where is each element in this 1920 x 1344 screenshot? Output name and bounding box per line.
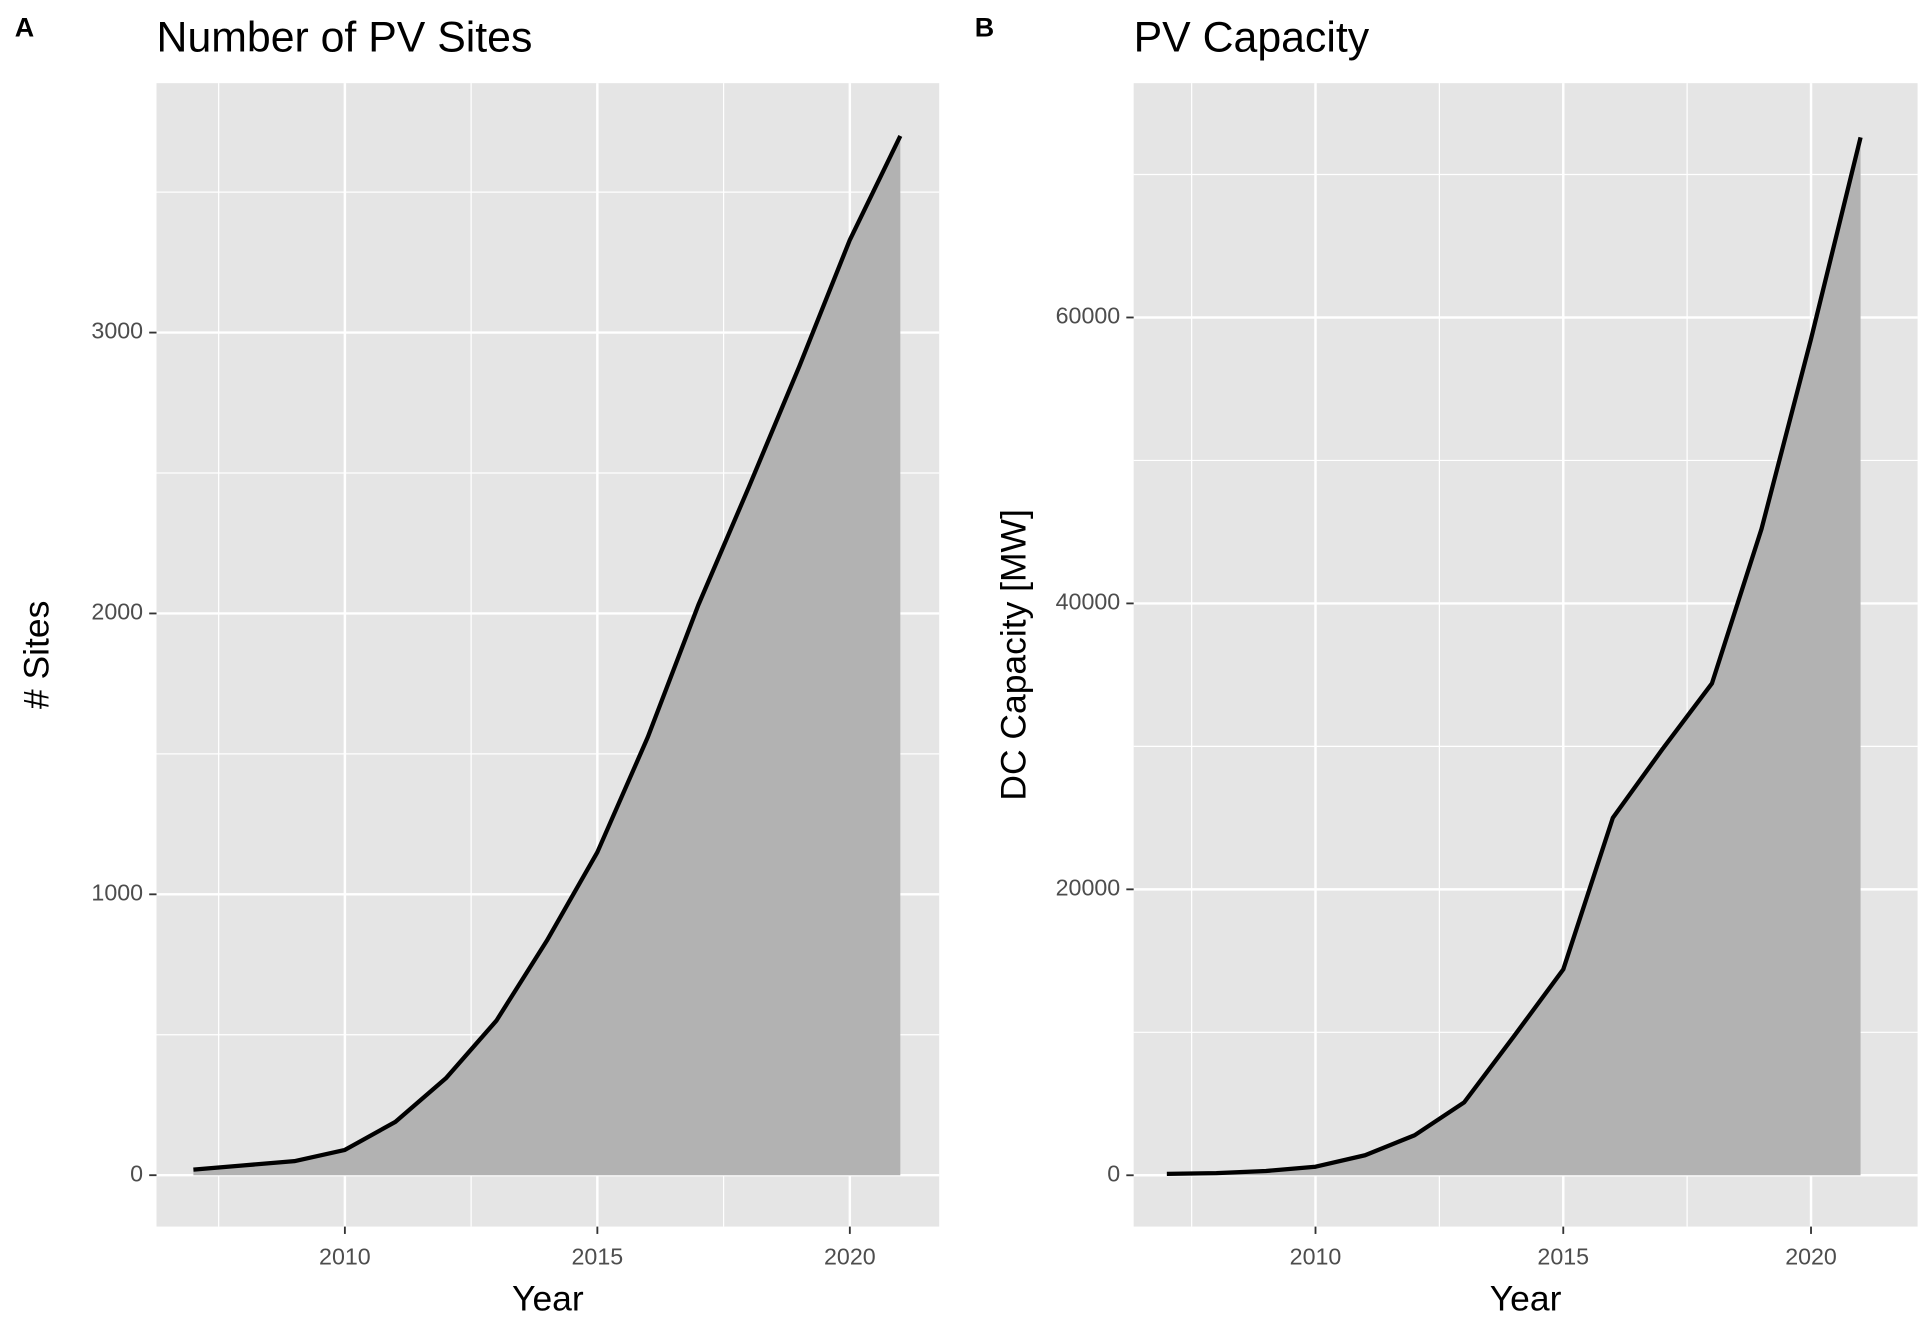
y-tick-label: 0: [130, 1160, 143, 1186]
chart-title: Number of PV Sites: [157, 14, 533, 62]
y-axis-title: # Sites: [16, 601, 56, 709]
panel-label: B: [975, 12, 994, 42]
x-tick-label: 2015: [572, 1244, 624, 1270]
y-tick-label: 1000: [91, 879, 143, 905]
x-tick-label: 2010: [1290, 1244, 1342, 1270]
x-tick-label: 2015: [1537, 1244, 1589, 1270]
x-tick-label: 2020: [1785, 1244, 1837, 1270]
y-tick-label: 40000: [1056, 589, 1121, 615]
x-axis-title: Year: [512, 1279, 584, 1319]
area: [193, 135, 901, 1176]
chart-title: PV Capacity: [1134, 14, 1370, 62]
y-tick-label: 60000: [1056, 303, 1121, 329]
x-tick-label: 2010: [319, 1244, 371, 1270]
y-tick-label: 3000: [91, 318, 143, 344]
panel-label: A: [15, 12, 34, 42]
line: [193, 135, 903, 1172]
x-tick-label: 2020: [824, 1244, 876, 1270]
y-tick-label: 0: [1107, 1160, 1120, 1186]
y-axis-title: DC Capacity [MW]: [994, 509, 1034, 801]
x-axis-title: Year: [1490, 1279, 1562, 1319]
y-tick-label: 20000: [1056, 874, 1121, 900]
line: [1166, 136, 1863, 1176]
y-tick-label: 2000: [91, 599, 143, 625]
area: [1166, 137, 1861, 1176]
